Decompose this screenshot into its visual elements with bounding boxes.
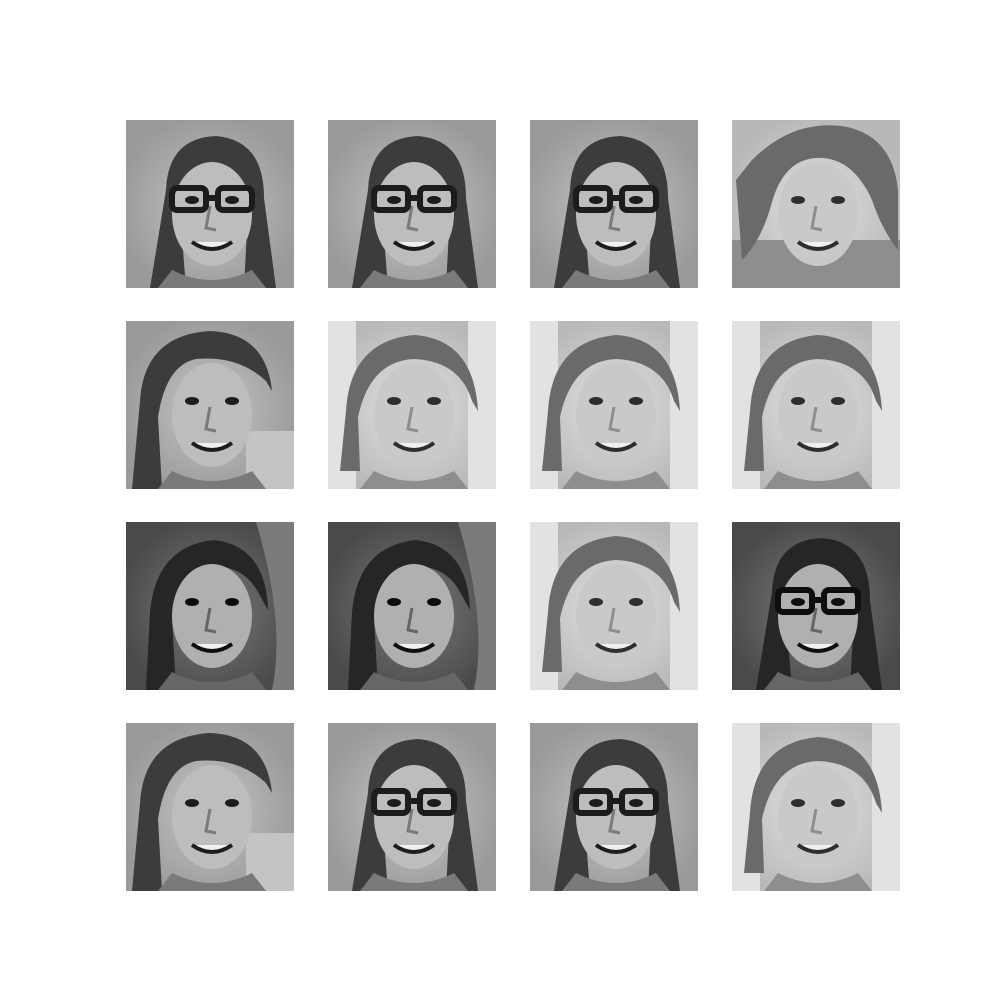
generated-face-image [530,321,698,489]
generated-face-image [328,723,496,891]
generated-face-image [126,723,294,891]
generated-face-image [530,723,698,891]
generated-face-image [126,120,294,288]
generated-face-image [328,321,496,489]
generated-face-image [732,120,900,288]
generated-face-image [732,321,900,489]
generated-face-image [328,522,496,690]
generated-face-image [530,120,698,288]
generated-face-image [732,723,900,891]
generated-face-image [328,120,496,288]
generated-face-image [126,321,294,489]
generated-face-image [126,522,294,690]
generated-face-image [530,522,698,690]
generated-face-image [732,522,900,690]
